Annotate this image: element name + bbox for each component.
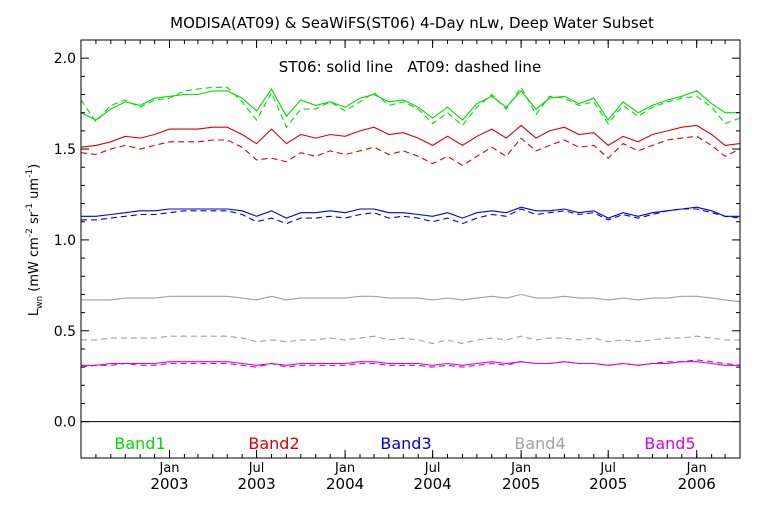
legend-label-band2: Band2 bbox=[248, 434, 299, 453]
svg-text:Lwn (mW cm-2 sr-1 um-1): Lwn (mW cm-2 sr-1 um-1) bbox=[25, 164, 45, 316]
series-line-band4-dashed bbox=[81, 335, 740, 345]
series-line-band3-dashed bbox=[81, 208, 741, 225]
y-label-mid1: sr bbox=[27, 211, 42, 228]
y-label-sup1: -2 bbox=[25, 228, 35, 237]
x-tick-label-month: Jan bbox=[158, 461, 179, 476]
y-tick-label: 1.0 bbox=[54, 233, 76, 249]
series-line-band3-solid bbox=[81, 206, 740, 219]
y-label-sub: wn bbox=[35, 296, 45, 309]
chart-title: MODISA(AT09) & SeaWiFS(ST06) 4-Day nLw, … bbox=[170, 14, 654, 32]
x-tick-label-month: Jul bbox=[424, 461, 441, 476]
y-label-sup2: -1 bbox=[25, 203, 35, 212]
x-tick-label-month: Jan bbox=[334, 461, 355, 476]
x-tick-label-month: Jul bbox=[599, 461, 616, 476]
y-tick-label: 2.0 bbox=[54, 51, 76, 67]
legend-label-band4: Band4 bbox=[514, 434, 565, 453]
y-tick-label: 0.0 bbox=[54, 415, 76, 431]
y-axis-label: Lwn (mW cm-2 sr-1 um-1) bbox=[25, 164, 45, 316]
x-tick-label-year: 2004 bbox=[326, 475, 364, 493]
y-label-end: ) bbox=[27, 164, 42, 169]
series-line-band2-solid bbox=[80, 124, 741, 148]
series-line-band1-dashed bbox=[80, 86, 741, 129]
x-tick-label-month: Jan bbox=[686, 461, 707, 476]
series-line-band4-solid bbox=[81, 293, 741, 303]
legend: Band1 Band2 Band3 Band4 Band5 bbox=[114, 434, 695, 453]
y-tick-label: 0.5 bbox=[54, 324, 76, 340]
series-layer bbox=[80, 86, 741, 368]
x-tick-label-year: 2005 bbox=[589, 475, 627, 493]
y-label-rest: (mW cm bbox=[27, 237, 42, 296]
y-tick-label: 1.5 bbox=[54, 142, 76, 158]
x-tick-label-year: 2004 bbox=[414, 475, 452, 493]
x-tick-label-year: 2005 bbox=[502, 475, 540, 493]
legend-label-band1: Band1 bbox=[114, 434, 165, 453]
y-label-mid2: um bbox=[27, 178, 42, 203]
plot-frame bbox=[80, 39, 741, 459]
legend-label-band3: Band3 bbox=[380, 434, 431, 453]
series-line-band1-solid bbox=[80, 88, 740, 121]
x-tick-label-year: 2006 bbox=[678, 475, 716, 493]
axis-layer: 0.00.51.01.52.0Jan2003Jul2003Jan2004Jul2… bbox=[54, 39, 741, 493]
x-tick-label-year: 2003 bbox=[150, 475, 188, 493]
legend-label-band5: Band5 bbox=[644, 434, 695, 453]
x-tick-label-month: Jan bbox=[510, 461, 531, 476]
y-label-sup3: -1 bbox=[25, 169, 35, 178]
series-line-band2-dashed bbox=[80, 135, 741, 167]
y-label-main: L bbox=[27, 308, 42, 316]
series-line-band5-dashed bbox=[80, 359, 741, 368]
x-tick-label-year: 2003 bbox=[237, 475, 275, 493]
line-style-annotation: ST06: solid line AT09: dashed line bbox=[279, 58, 541, 76]
x-tick-label-month: Jul bbox=[248, 461, 265, 476]
